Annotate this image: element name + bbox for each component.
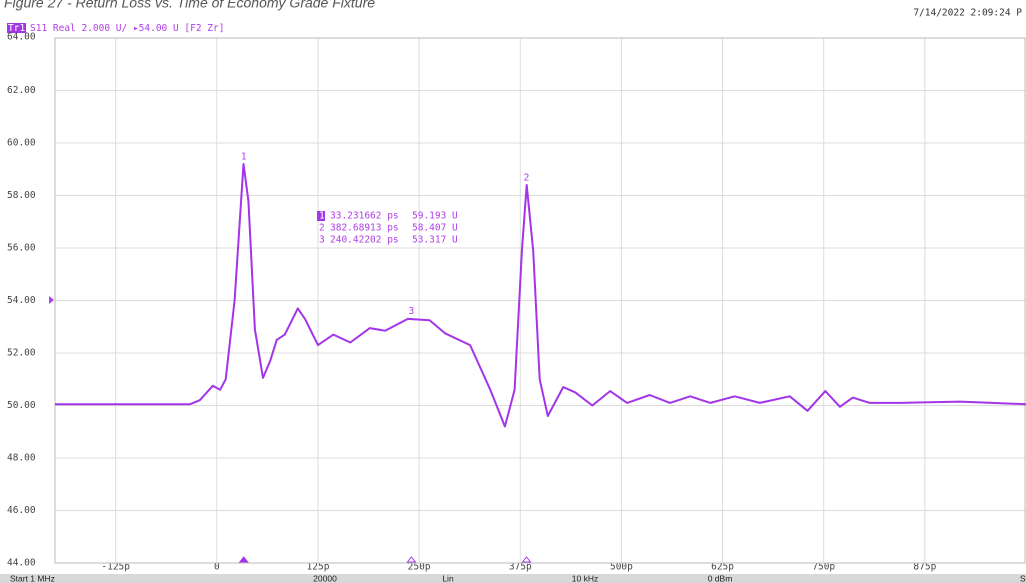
marker-table-y: 58.407 U: [412, 223, 458, 234]
marker-table-x: 240.42202 ps: [330, 235, 399, 246]
x-tick-label: 0: [214, 562, 220, 573]
trace-line: [55, 163, 1026, 428]
marker-table-x: 382.68913 ps: [330, 223, 399, 234]
x-tick-label: 625p: [711, 562, 734, 573]
marker-id: 2: [524, 172, 530, 183]
trace-badge: [7, 23, 26, 33]
marker-table-y: 53.317 U: [412, 235, 458, 246]
marker-id: 3: [409, 306, 415, 317]
plot-frame: [54, 37, 1026, 564]
x-tick-label: 125p: [307, 562, 330, 573]
x-tick-label: 875p: [913, 562, 936, 573]
marker-table-x: 33.231662 ps: [330, 211, 399, 222]
marker-table-id: 1: [319, 211, 325, 222]
marker-table-y: 59.193 U: [412, 211, 458, 222]
reference-marker: [49, 296, 54, 304]
timestamp: 7/14/2022 2:09:24 P: [913, 8, 1022, 19]
footer-text: 0 dBm: [708, 573, 733, 583]
y-tick-label: 62.00: [7, 85, 36, 96]
footer-text: Stop 20 GHz: [1020, 573, 1026, 583]
marker-foot: [521, 556, 532, 563]
x-tick-label: 500p: [610, 562, 633, 573]
y-tick-label: 64.00: [7, 32, 36, 43]
footer-text: 20000: [313, 573, 337, 583]
figure-title: Figure 27 - Return Loss vs. Time of Econ…: [4, 0, 375, 11]
marker-table-id: 2: [319, 223, 325, 234]
marker-foot: [238, 556, 249, 563]
footer-bar: [0, 574, 1026, 583]
marker-table-id: 3: [319, 235, 325, 246]
footer-text: Start 1 MHz: [10, 573, 55, 583]
y-tick-label: 54.00: [7, 295, 36, 306]
y-tick-label: 58.00: [7, 190, 36, 201]
x-tick-label: -125p: [101, 562, 130, 573]
x-tick-label: 375p: [509, 562, 532, 573]
y-tick-label: 52.00: [7, 348, 36, 359]
footer-text: 10 kHz: [572, 573, 598, 583]
x-tick-label: 250p: [408, 562, 431, 573]
y-tick-label: 56.00: [7, 243, 36, 254]
y-tick-label: 50.00: [7, 400, 36, 411]
trace-info: S11 Real 2.000 U/ ▸54.00 U [F2 Zr]: [30, 23, 224, 34]
y-tick-label: 44.00: [7, 558, 36, 569]
marker-foot: [406, 556, 417, 563]
trace-label: Tr1: [8, 23, 25, 34]
y-tick-label: 60.00: [7, 138, 36, 149]
x-tick-label: 750p: [812, 562, 835, 573]
marker-id: 1: [241, 152, 247, 163]
footer-text: Lin: [442, 573, 454, 583]
y-tick-label: 48.00: [7, 453, 36, 464]
active-marker-box: [317, 211, 325, 221]
y-tick-label: 46.00: [7, 505, 36, 516]
